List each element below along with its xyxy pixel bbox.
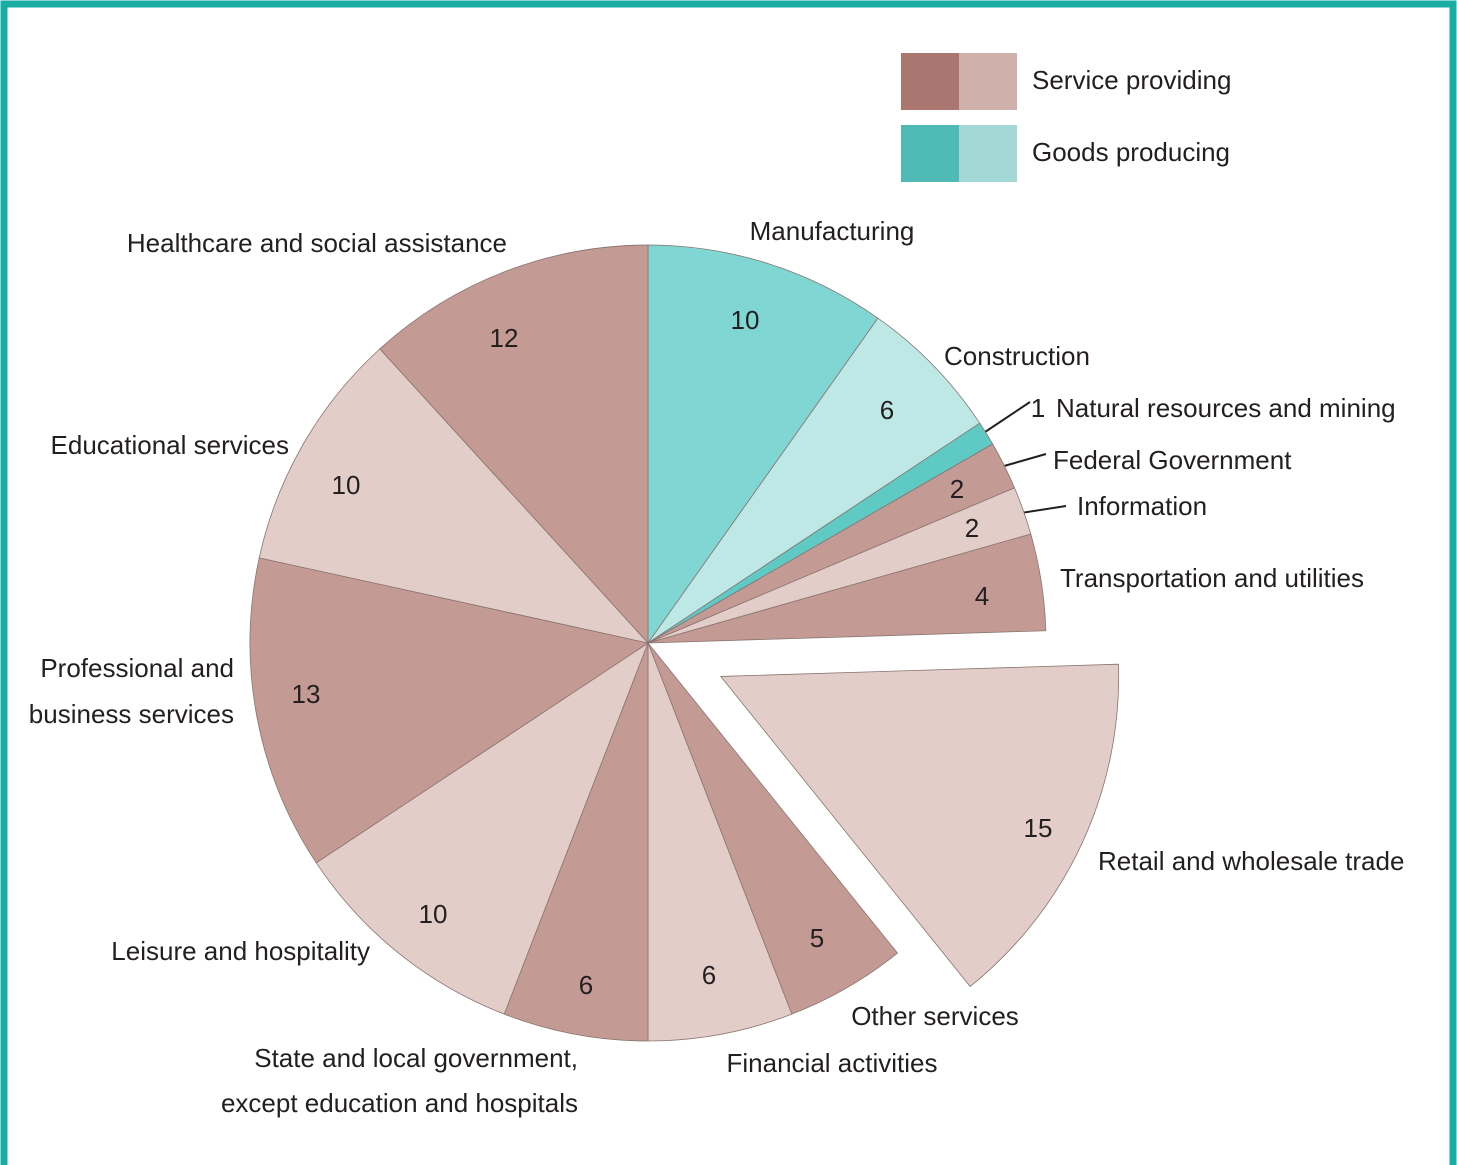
pie-slice	[647, 244, 879, 645]
pie-slice	[315, 641, 649, 1015]
category-label: except education and hospitals	[221, 1088, 578, 1118]
value-label: 6	[880, 395, 894, 425]
category-label: State and local government,	[254, 1043, 578, 1073]
pie-slice	[503, 642, 649, 1042]
legend-swatch	[901, 53, 959, 110]
value-label: 15	[1024, 813, 1053, 843]
legend-swatch	[959, 125, 1017, 182]
category-label: Professional and	[40, 653, 234, 683]
value-label: 2	[950, 474, 964, 504]
pie-slice	[647, 533, 1047, 644]
category-label: Information	[1077, 491, 1207, 521]
category-label: Leisure and hospitality	[111, 936, 370, 966]
value-label: 5	[810, 923, 824, 953]
legend-label: Goods producing	[1032, 137, 1230, 167]
pie-slice	[258, 348, 650, 644]
value-label: 13	[292, 679, 321, 709]
legend-swatch	[959, 53, 1017, 110]
category-label: Federal Government	[1053, 445, 1292, 475]
value-label: 2	[965, 513, 979, 543]
category-label: Financial activities	[727, 1048, 938, 1078]
category-label: Healthcare and social assistance	[127, 228, 507, 258]
category-label: business services	[29, 699, 234, 729]
pie-slice	[647, 642, 793, 1042]
value-label: 10	[419, 899, 448, 929]
pie-slice	[249, 557, 650, 864]
legend-label: Service providing	[1032, 65, 1231, 95]
value-label: 4	[975, 581, 989, 611]
category-label: Other services	[851, 1001, 1019, 1031]
pie-slice	[647, 317, 981, 644]
value-label: 10	[332, 470, 361, 500]
category-label: Educational services	[51, 430, 289, 460]
category-label: Retail and wholesale trade	[1098, 846, 1404, 876]
value-label: 6	[702, 960, 716, 990]
value-label: 10	[731, 305, 760, 335]
pie-slice	[719, 663, 1120, 988]
category-label: Natural resources and mining	[1056, 393, 1396, 423]
value-label: 6	[579, 970, 593, 1000]
value-label: 12	[490, 323, 519, 353]
pie-slice	[379, 244, 649, 645]
legend-swatch	[901, 125, 959, 182]
category-label: Manufacturing	[750, 216, 915, 246]
category-label: Construction	[944, 341, 1090, 371]
value-label: 1	[1031, 393, 1045, 423]
category-label: Transportation and utilities	[1060, 563, 1364, 593]
